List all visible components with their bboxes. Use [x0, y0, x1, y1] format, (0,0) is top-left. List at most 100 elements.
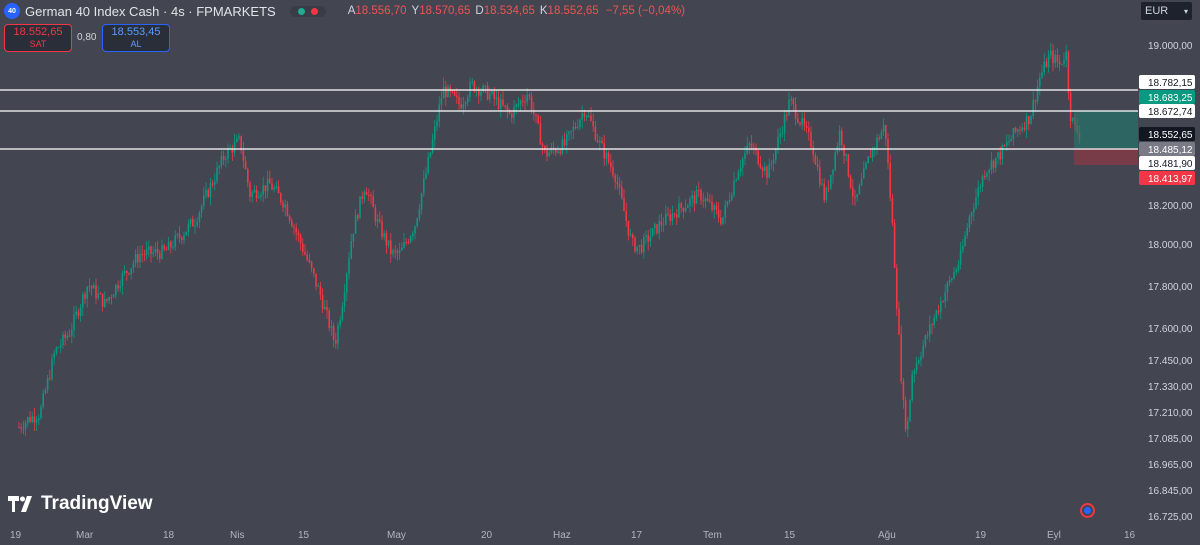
candle-body — [431, 139, 434, 153]
candle-body — [544, 146, 546, 151]
candle-body — [814, 155, 817, 165]
candle-body — [918, 360, 920, 364]
candle-body — [931, 324, 933, 326]
candle-body — [676, 214, 678, 218]
candle-body — [790, 98, 792, 101]
tradingview-logo[interactable]: TradingView — [8, 493, 153, 515]
candle-body — [1034, 100, 1037, 102]
candle-body — [887, 138, 889, 164]
high-value: 18.570,65 — [419, 5, 471, 17]
candle-body — [792, 98, 795, 105]
y-tick: 17.210,00 — [1148, 408, 1193, 419]
candle-body — [423, 178, 425, 194]
candle-body — [282, 202, 284, 208]
candle-body — [603, 143, 605, 159]
candle-body — [522, 100, 524, 102]
x-tick: Ağu — [878, 530, 896, 541]
candle-body — [882, 125, 885, 132]
candle-body — [926, 335, 929, 337]
candle-body — [737, 171, 740, 180]
candle-body — [108, 297, 110, 301]
candle-body — [775, 148, 777, 160]
candle-body — [35, 420, 38, 423]
candle-body — [1032, 100, 1034, 117]
y-tick: 16.965,00 — [1148, 460, 1193, 471]
target-icon[interactable] — [1080, 503, 1095, 518]
candle-body — [713, 205, 715, 210]
candle-body — [942, 301, 944, 303]
candle-body — [141, 253, 143, 255]
candle-body — [134, 253, 137, 264]
candle-body — [383, 233, 385, 238]
candle-body — [489, 93, 491, 100]
candle-body — [480, 91, 482, 96]
y-tick: 16.725,00 — [1148, 512, 1193, 523]
candle-body — [442, 86, 445, 99]
candle-body — [640, 244, 643, 253]
candle-body — [275, 186, 278, 189]
candle-body — [577, 127, 579, 129]
candle-body — [95, 285, 97, 298]
price-tag-entry — [1139, 142, 1195, 156]
candle-body — [1030, 116, 1032, 125]
candle-body — [249, 182, 251, 197]
buy-button[interactable]: 18.553,45 AL — [102, 24, 170, 52]
candle-body — [759, 164, 762, 168]
candle-body — [863, 168, 865, 179]
y-tick: 17.800,00 — [1148, 282, 1193, 293]
currency-selector[interactable]: EUR ▾ — [1141, 2, 1192, 20]
candle-body — [139, 253, 141, 263]
candle-body — [731, 195, 733, 200]
candle-body — [599, 140, 601, 143]
candle-body — [1067, 51, 1070, 93]
candle-body — [493, 90, 495, 99]
candle-body — [537, 115, 539, 124]
candle-body — [335, 340, 337, 344]
candle-body — [20, 427, 22, 429]
candle-body — [79, 307, 82, 316]
horizontal-lines — [0, 89, 1138, 150]
candle-body — [126, 270, 128, 273]
status-dots[interactable] — [289, 5, 326, 17]
candle-body — [370, 195, 372, 197]
candle-body — [352, 233, 355, 242]
candle-body — [82, 294, 84, 308]
candle-body — [117, 284, 119, 289]
candle-body — [803, 118, 806, 126]
candle-body — [979, 186, 982, 188]
candle-body — [231, 148, 234, 153]
candle-body — [181, 237, 183, 240]
candle-body — [823, 183, 825, 201]
candle-body — [847, 154, 850, 177]
candle-body — [799, 122, 801, 125]
candle-body — [22, 428, 25, 430]
time-axis[interactable]: 19 Mar 18 Nis 15 May 20 Haz 17 Tem 15 Ağ… — [10, 530, 1136, 541]
candle-body — [1021, 127, 1023, 131]
candle-body — [1043, 61, 1045, 73]
x-tick: 18 — [163, 530, 175, 541]
candle-body — [849, 176, 852, 188]
candle-body — [900, 334, 902, 382]
candle-body — [768, 164, 770, 178]
candle-body — [869, 156, 872, 158]
candle-body — [555, 149, 557, 153]
candle-body — [951, 278, 953, 281]
x-tick: 17 — [631, 530, 643, 541]
candle-body — [253, 189, 256, 193]
candle-body — [515, 104, 517, 107]
sell-button[interactable]: 18.552,65 SAT — [4, 24, 72, 52]
candle-body — [959, 250, 962, 265]
candle-body — [550, 147, 553, 153]
candle-body — [810, 132, 812, 147]
high-key: Y — [411, 5, 420, 17]
candle-body — [766, 166, 768, 178]
candle-body — [60, 344, 62, 348]
symbol-title[interactable]: German 40 Index Cash · 4s · FPMARKETS — [25, 3, 276, 19]
candle-body — [436, 121, 438, 127]
symbol-badge[interactable]: 40 — [4, 3, 20, 19]
candle-body — [541, 144, 544, 147]
price-axis[interactable]: 19.000,00 18.200,00 18.000,00 17.800,00 … — [1138, 0, 1200, 545]
candle-body — [830, 174, 832, 189]
candle-body — [315, 273, 317, 287]
